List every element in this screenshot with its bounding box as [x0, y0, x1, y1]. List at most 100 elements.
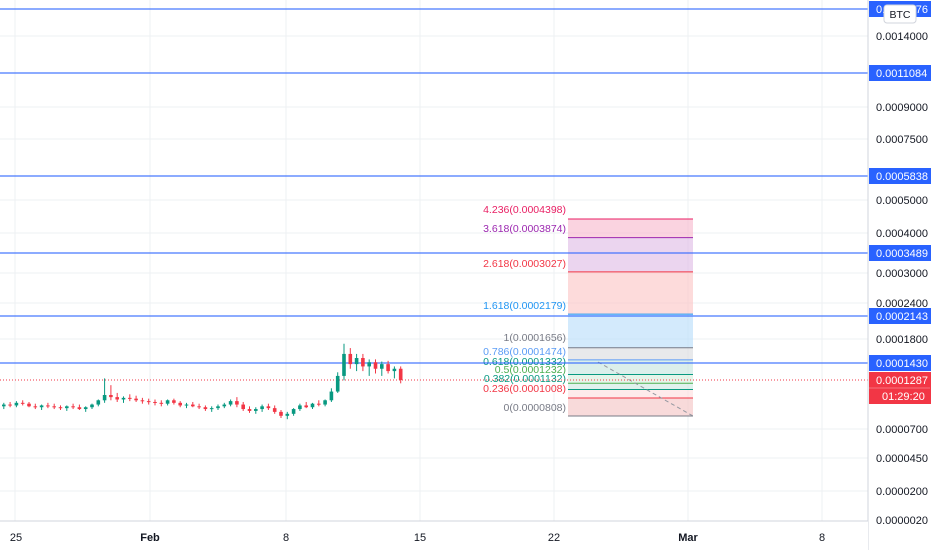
candle-body: [33, 406, 38, 408]
candle-body: [247, 409, 252, 411]
candle-body: [380, 364, 384, 369]
price-axis-tick-label: 0.0000700: [876, 424, 928, 436]
time-axis-tick-label: 8: [283, 532, 289, 544]
time-axis-tick-label: Mar: [678, 532, 698, 544]
candle-body: [165, 400, 170, 404]
fib-zone: [568, 374, 693, 384]
price-axis-tick-label: 0.0005000: [876, 195, 928, 207]
fib-zone: [568, 389, 693, 398]
candle-body: [279, 411, 283, 416]
fib-zone: [568, 347, 693, 360]
candle-body: [96, 400, 101, 405]
fib-zone: [568, 398, 693, 416]
candle-body: [65, 406, 69, 409]
candle-body: [134, 398, 138, 401]
candle-body: [342, 353, 346, 376]
candle-body: [310, 403, 315, 408]
candle-body: [285, 413, 290, 416]
candle-body: [14, 402, 19, 406]
currency-badge[interactable]: [883, 4, 917, 24]
candle-body: [329, 391, 334, 401]
bar-countdown-label: 01:29:20: [882, 391, 925, 403]
candle-body: [184, 404, 189, 406]
price-axis[interactable]: 0.0014000 0.0009000 0.0007500 0.0005000 0.00…: [867, 0, 932, 550]
fib-zone: [568, 383, 693, 390]
level-price-badge-label: 0.0002143: [876, 311, 928, 323]
price-axis-tick-label: 0.0000020: [876, 515, 928, 527]
fib-level-label: 0.786(0.0001474): [483, 346, 566, 358]
price-axis-tick-label: 0.0000200: [876, 486, 928, 498]
candle-body: [178, 402, 182, 406]
candle-body: [367, 362, 371, 367]
candle-body: [392, 368, 397, 372]
candle-body: [2, 404, 6, 407]
fib-level-label: 3.618(0.0003874): [483, 223, 566, 235]
fib-level-label: 1.618(0.0002179): [483, 300, 566, 312]
time-axis-tick-label: Feb: [140, 532, 160, 544]
candle-body: [46, 405, 50, 407]
fib-trend-line: [597, 361, 694, 417]
candle-body: [140, 400, 145, 402]
level-price-badge-label: 0.0003489: [876, 248, 928, 260]
grid: [0, 0, 868, 521]
level-price-badge-label: 0.0005838: [876, 171, 928, 183]
candle-body: [241, 404, 245, 410]
fib-zone: [568, 219, 693, 238]
fib-zone: [568, 314, 693, 348]
candle-body: [58, 407, 63, 409]
level-price-badge[interactable]: [869, 65, 931, 81]
level-price-badge[interactable]: [869, 245, 931, 261]
time-axis-background: [0, 521, 868, 550]
candle-body: [298, 405, 302, 410]
candle-body: [20, 402, 25, 404]
candle-body: [52, 406, 56, 408]
candle-body: [191, 404, 195, 407]
candle-body: [115, 397, 119, 400]
candle-body: [317, 403, 321, 405]
candle-body: [71, 406, 75, 408]
candle-body: [209, 408, 214, 410]
candle-body: [153, 401, 157, 403]
level-price-badge[interactable]: [869, 168, 931, 184]
level-price-badge-label: 0.0001430: [876, 358, 928, 370]
price-axis-tick-label: 0.0002400: [876, 298, 928, 310]
price-axis-tick-label: 0.0007500: [876, 134, 928, 146]
candle-body: [128, 397, 132, 399]
candle-body: [77, 407, 82, 410]
candle-body: [354, 358, 359, 365]
horizontal-levels[interactable]: [0, 8, 868, 364]
price-axis-tick-label: 0.0009000: [876, 102, 928, 114]
time-axis-tick-label: 8: [819, 532, 825, 544]
candle-body: [304, 405, 308, 408]
candle-body: [323, 400, 327, 405]
candle-body: [228, 401, 233, 405]
currency-badge-label: BTC: [890, 9, 911, 21]
candle-body: [109, 394, 113, 398]
candle-body: [398, 368, 403, 380]
candle-body: [203, 407, 208, 410]
price-axis-tick-label: 0.0004000: [876, 228, 928, 240]
candle-body: [335, 375, 340, 392]
candle-body: [159, 402, 164, 404]
fib-level-label: 0(0.0000808): [504, 402, 566, 414]
time-axis-tick-label: 22: [548, 532, 560, 544]
candle-body: [291, 409, 296, 414]
level-price-badge[interactable]: [869, 308, 931, 324]
candle-body: [146, 401, 151, 403]
time-axis[interactable]: 25 Feb 8 15 22 Mar 8: [0, 520, 868, 550]
candle-body: [235, 401, 239, 405]
candle-body: [90, 404, 94, 408]
candle-body: [386, 364, 390, 372]
fib-extension[interactable]: 4.236(0.0004398) 3.618(0.0003874) 2.618(0.…: [483, 204, 694, 417]
fib-level-label: 4.236(0.0004398): [483, 204, 566, 216]
fib-level-label: 0.236(0.0001008): [483, 383, 566, 395]
candle-body: [27, 403, 31, 407]
candle-body: [373, 362, 378, 369]
fib-level-label: 0.618(0.0001332): [483, 356, 566, 368]
level-price-badge[interactable]: [869, 355, 931, 371]
price-axis-background: [868, 0, 932, 550]
candle-body: [172, 400, 176, 403]
fib-level-label: 2.618(0.0003027): [483, 258, 566, 270]
